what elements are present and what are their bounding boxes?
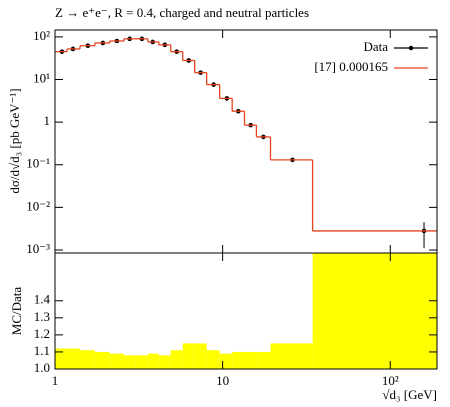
ratio-axis-label: MC/Data xyxy=(9,287,24,336)
ratio-band xyxy=(194,343,207,369)
main-plot xyxy=(55,36,437,249)
ratio-band xyxy=(55,348,68,369)
ratio-band xyxy=(206,350,220,369)
ratio-tick-label: 1.2 xyxy=(34,326,50,341)
ratio-band xyxy=(244,351,257,369)
ratio-band xyxy=(109,353,125,369)
ratio-tick-label: 1.1 xyxy=(34,343,50,358)
x-tick-label: 1 xyxy=(52,373,59,388)
ratio-tick-label: 1.3 xyxy=(34,309,50,324)
ratio-plot xyxy=(55,253,437,369)
ratio-tick-label: 1.4 xyxy=(34,292,51,307)
ratio-band xyxy=(147,353,159,369)
x-axis-label: √d₃ [GeV] xyxy=(382,387,437,402)
y-tick-label: 10⁻¹ xyxy=(26,156,50,171)
x-tick-label: 10 xyxy=(216,373,229,388)
ratio-tick-label: 1.0 xyxy=(34,360,50,375)
ratio-band xyxy=(94,351,110,369)
ratio-band xyxy=(170,350,183,369)
y-tick-label: 10⁻² xyxy=(26,198,50,213)
chart-title: Z → e⁺e⁻, R = 0.4, charged and neutral p… xyxy=(55,5,309,20)
x-tick-label: 10² xyxy=(382,373,399,388)
ratio-band xyxy=(232,351,245,369)
ratio-band xyxy=(270,343,313,369)
y-tick-label: 1 xyxy=(44,113,51,128)
legend-label: [17] 0.000165 xyxy=(314,59,388,74)
y-tick-label: 10¹ xyxy=(33,70,50,85)
ratio-frame xyxy=(54,252,438,370)
ratio-band xyxy=(256,351,271,369)
ratio-band xyxy=(67,348,81,369)
y-axis-label: dσ/d√d₃ [pb GeV⁻¹] xyxy=(7,88,22,193)
ratio-band xyxy=(312,253,437,369)
ratio-band xyxy=(80,350,95,369)
legend-label: Data xyxy=(363,39,388,54)
ratio-band xyxy=(182,343,195,369)
ratio-band xyxy=(158,355,171,369)
legend-marker xyxy=(408,45,414,51)
ratio-band xyxy=(135,355,148,369)
ratio-band xyxy=(124,355,136,369)
y-tick-label: 10⁻³ xyxy=(26,241,50,256)
ratio-band xyxy=(219,353,233,369)
y-tick-label: 10² xyxy=(33,28,50,43)
